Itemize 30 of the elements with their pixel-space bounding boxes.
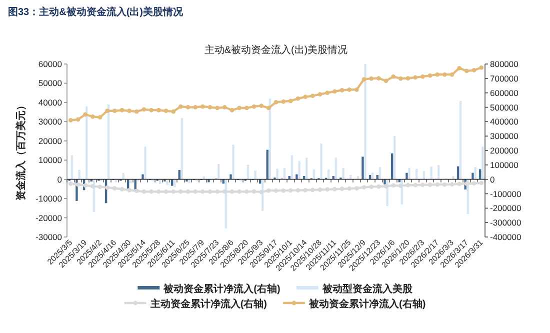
y-axis-title: 资金流入（百万美元） (15, 100, 27, 200)
y-tick-label: -10000 (36, 194, 62, 204)
legend-label: 被动资金累计净流入(右轴) (162, 283, 280, 295)
y2-tick-label: -400000 (490, 232, 522, 242)
legend-label: 主动资金累计净流入(右轴) (149, 298, 267, 310)
y2-tick-label: 200000 (490, 146, 519, 156)
y2-tick-label: 700000 (490, 73, 519, 84)
y2-tick-label: -300000 (490, 218, 522, 228)
y2-tick-label: 300000 (490, 131, 519, 142)
y2-tick-label: 800000 (490, 59, 519, 69)
y-tick-label: 40000 (38, 97, 62, 108)
y-tick-label: 0 (57, 174, 62, 184)
y2-tick-label: -200000 (490, 203, 522, 214)
chart-title: 图33：主动&被动资金流入(出)美股情况 (8, 6, 184, 18)
y-tick-label: -20000 (36, 212, 62, 223)
legend-label: 被动型资金流入美股 (321, 283, 414, 295)
y2-tick-label: -100000 (490, 188, 522, 199)
y2-tick-label: 400000 (490, 116, 519, 127)
legend-label: 被动资金累计净流入(右轴) (308, 298, 426, 310)
y-tick-label: 50000 (38, 78, 62, 88)
y-tick-label: -30000 (36, 232, 62, 242)
y-tick-label: 60000 (38, 59, 62, 69)
y-tick-label: 10000 (38, 155, 62, 166)
y-tick-label: 20000 (38, 136, 62, 146)
y2-tick-label: 500000 (490, 102, 519, 112)
y-tick-label: 30000 (38, 116, 62, 127)
y2-tick-label: 100000 (490, 160, 519, 170)
y2-tick-label: 600000 (490, 88, 519, 98)
chart-subtitle: 主动&被动资金流入(出)美股情况 (204, 44, 348, 56)
y2-tick-label: 0 (490, 174, 495, 184)
